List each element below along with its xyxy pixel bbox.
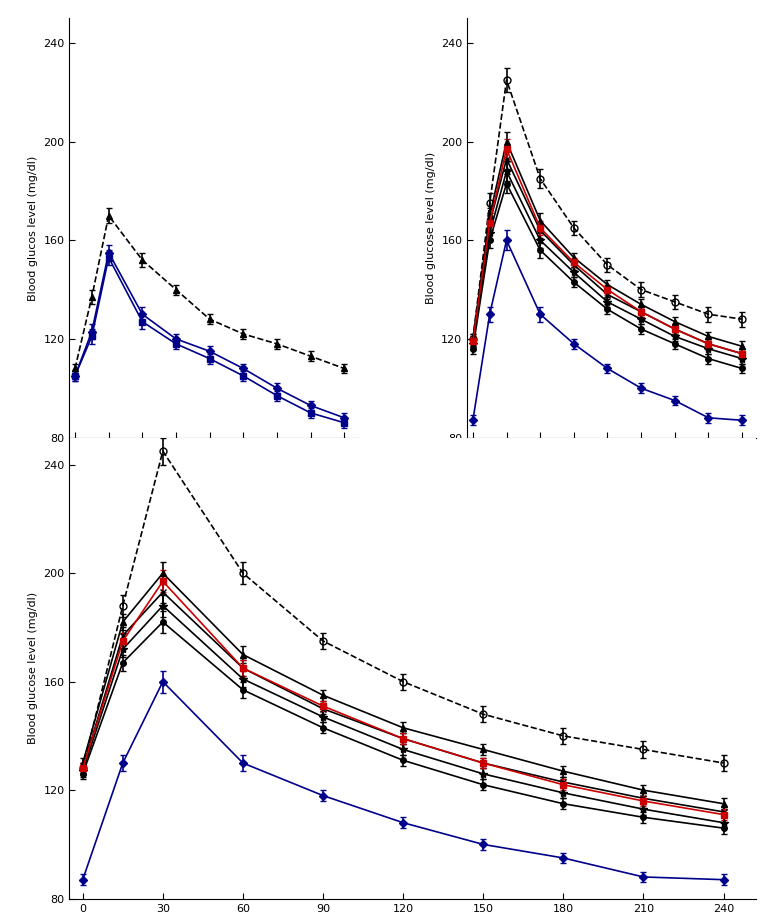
X-axis label: Time (min): Time (min) (577, 458, 645, 471)
Legend: CT, HF-H900, HFD, HF-H1300, HF-H100, HF-A100, HF-H500: CT, HF-H900, HFD, HF-H1300, HF-H100, HF-… (438, 560, 611, 626)
Text: (a): (a) (205, 530, 222, 543)
Y-axis label: Blood glucose level (mg/dl): Blood glucose level (mg/dl) (426, 152, 436, 304)
Legend: CT-W0, HFD-W2, CT-W2: CT-W0, HFD-W2, CT-W2 (75, 560, 228, 595)
Y-axis label: Blood glucos level (mg/dl): Blood glucos level (mg/dl) (28, 155, 38, 301)
Y-axis label: Blood glucose level (mg/dl): Blood glucose level (mg/dl) (28, 592, 38, 745)
X-axis label: Time (min): Time (min) (180, 458, 247, 471)
Text: (b): (b) (603, 530, 620, 543)
